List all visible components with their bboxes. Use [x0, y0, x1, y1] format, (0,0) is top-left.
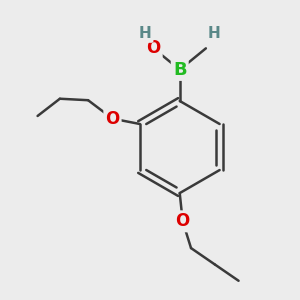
Text: B: B	[173, 61, 187, 79]
Text: O: O	[146, 39, 161, 57]
Text: H: H	[208, 26, 220, 41]
Text: O: O	[105, 110, 120, 128]
Text: O: O	[176, 212, 190, 230]
Text: H: H	[139, 26, 152, 41]
